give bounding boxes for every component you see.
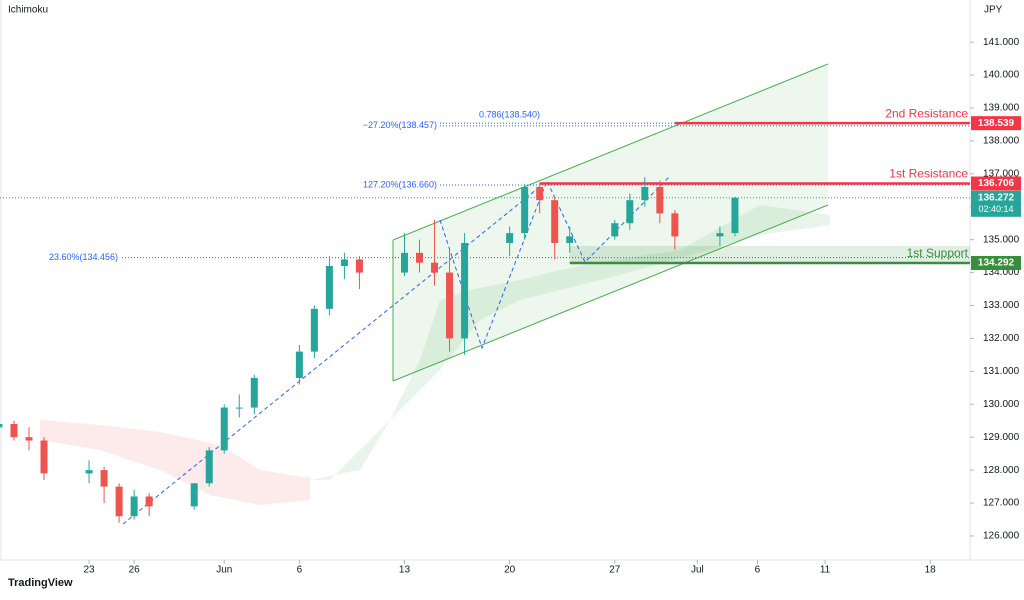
candle-body bbox=[0, 424, 3, 428]
candle-body bbox=[295, 351, 303, 378]
x-tick-label: Jun bbox=[216, 565, 232, 576]
candle-body bbox=[145, 496, 153, 507]
candle-body bbox=[235, 407, 243, 409]
candle-body bbox=[205, 450, 213, 484]
x-tick-label: 18 bbox=[925, 565, 937, 576]
level-name: 1st Support bbox=[907, 246, 969, 260]
candle-body bbox=[310, 308, 318, 352]
y-tick-label: 128.000 bbox=[983, 465, 1020, 476]
candle-body bbox=[626, 200, 634, 224]
candle-body bbox=[25, 437, 33, 441]
x-tick-label: 23 bbox=[84, 565, 96, 576]
candle-body bbox=[250, 377, 258, 408]
candle-body bbox=[716, 233, 724, 237]
y-tick-label: 131.000 bbox=[983, 366, 1020, 377]
fib-label: 23.60%(134.456) bbox=[49, 252, 118, 262]
x-tick-label: 6 bbox=[755, 565, 761, 576]
x-tick-label: 26 bbox=[129, 565, 141, 576]
indicator-name: Ichimoku bbox=[8, 5, 48, 16]
support-zone bbox=[569, 245, 970, 263]
level-value: 138.539 bbox=[978, 118, 1015, 129]
y-tick-label: 132.000 bbox=[983, 333, 1020, 344]
x-tick-label: 6 bbox=[297, 565, 303, 576]
cloud-bear bbox=[40, 420, 310, 505]
candle-body bbox=[130, 496, 138, 517]
x-tick-label: 13 bbox=[399, 565, 411, 576]
x-tick-label: 11 bbox=[820, 565, 831, 576]
y-tick-label: 129.000 bbox=[983, 432, 1020, 443]
y-tick-label: 137.000 bbox=[983, 168, 1020, 179]
candle-body bbox=[10, 424, 18, 438]
y-tick-label: 135.000 bbox=[983, 234, 1020, 245]
candle-body bbox=[551, 200, 559, 243]
candle-body bbox=[641, 186, 649, 201]
level-tag bbox=[971, 116, 1021, 131]
candle-body bbox=[656, 186, 664, 214]
currency: JPY bbox=[984, 5, 1003, 16]
candle-body bbox=[325, 266, 333, 309]
cloud-bull bbox=[310, 205, 830, 480]
y-tick-label: 127.000 bbox=[983, 498, 1020, 509]
y-tick-label: 126.000 bbox=[983, 531, 1020, 542]
y-tick-label: 130.000 bbox=[983, 399, 1020, 410]
y-tick-label: 140.000 bbox=[983, 70, 1020, 81]
channel-fill bbox=[393, 64, 828, 381]
candle-body bbox=[85, 470, 93, 474]
candle-body bbox=[220, 407, 228, 451]
fib-label: 127.20%(136.660) bbox=[363, 179, 437, 189]
y-tick-label: 138.000 bbox=[983, 136, 1020, 147]
x-tick-label: Jul bbox=[691, 565, 704, 576]
y-tick-label: 133.000 bbox=[983, 300, 1020, 311]
candle-body bbox=[731, 197, 739, 234]
channel-upper bbox=[392, 63, 829, 241]
candle-body bbox=[400, 252, 408, 273]
last-price: 136.272 bbox=[978, 192, 1015, 203]
level-name: 2nd Resistance bbox=[885, 106, 968, 120]
candle-body bbox=[355, 259, 363, 273]
channel-lower bbox=[392, 204, 829, 382]
brand: TradingView bbox=[8, 577, 73, 589]
fib-label: −27.20%(138.457) bbox=[363, 120, 437, 130]
y-tick-label: 134.000 bbox=[983, 267, 1020, 278]
level-value: 136.706 bbox=[978, 178, 1015, 189]
level-tag bbox=[971, 176, 1021, 191]
y-tick-label: 139.000 bbox=[983, 103, 1020, 114]
countdown: 02:40:14 bbox=[978, 204, 1013, 214]
candle-body bbox=[506, 233, 514, 243]
candle-body bbox=[536, 186, 544, 201]
candle-body bbox=[416, 252, 424, 263]
candle-body bbox=[190, 483, 198, 507]
candle-body bbox=[100, 470, 108, 487]
x-tick-label: 20 bbox=[504, 565, 516, 576]
candle-body bbox=[431, 262, 439, 273]
level-name: 1st Resistance bbox=[889, 167, 968, 181]
y-tick-label: 141.000 bbox=[983, 37, 1020, 48]
candle-body bbox=[446, 272, 454, 339]
candle-body bbox=[340, 259, 348, 267]
candle-body bbox=[611, 223, 619, 237]
candle-body bbox=[115, 486, 123, 517]
candle-body bbox=[521, 186, 529, 234]
candle-body bbox=[40, 440, 48, 474]
x-tick-label: 27 bbox=[609, 565, 621, 576]
fib-label: 0.786(138.540) bbox=[479, 110, 540, 120]
level-tag bbox=[971, 255, 1021, 270]
candle-body bbox=[566, 236, 574, 243]
last-price-tag bbox=[971, 190, 1021, 217]
candle-body bbox=[671, 213, 679, 237]
level-value: 134.292 bbox=[978, 258, 1015, 269]
candle-body bbox=[461, 242, 469, 339]
